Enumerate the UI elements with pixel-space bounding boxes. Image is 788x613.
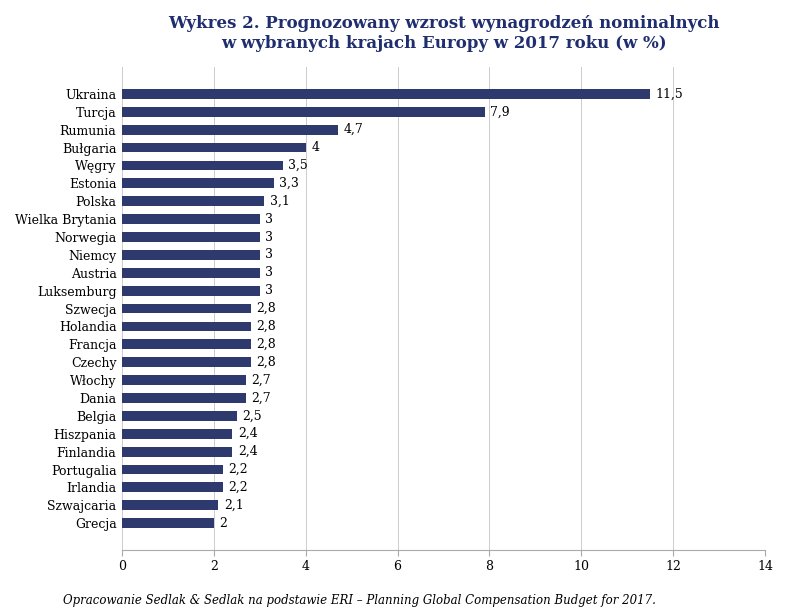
Bar <box>122 268 260 278</box>
Bar <box>122 161 283 170</box>
Text: 2,7: 2,7 <box>251 373 271 387</box>
Text: 3: 3 <box>266 230 273 243</box>
Bar <box>122 89 650 99</box>
Text: 2,8: 2,8 <box>256 320 276 333</box>
Text: 3,3: 3,3 <box>279 177 299 190</box>
Text: 2,4: 2,4 <box>238 445 258 458</box>
Text: 2,8: 2,8 <box>256 338 276 351</box>
Bar <box>122 232 260 242</box>
Text: 3: 3 <box>266 284 273 297</box>
Text: 4: 4 <box>311 141 319 154</box>
Bar <box>122 322 251 332</box>
Text: 2,1: 2,1 <box>224 499 243 512</box>
Bar <box>122 196 265 206</box>
Bar <box>122 429 232 439</box>
Text: 2,8: 2,8 <box>256 356 276 368</box>
Bar <box>122 214 260 224</box>
Bar <box>122 178 273 188</box>
Text: 3,5: 3,5 <box>288 159 308 172</box>
Bar <box>122 447 232 457</box>
Bar <box>122 250 260 260</box>
Bar <box>122 375 246 385</box>
Text: 2,8: 2,8 <box>256 302 276 315</box>
Bar <box>122 393 246 403</box>
Text: 4,7: 4,7 <box>344 123 363 136</box>
Text: Opracowanie Sedlak & Sedlak na podstawie ERI – Planning Global Compensation Budg: Opracowanie Sedlak & Sedlak na podstawie… <box>63 594 656 607</box>
Bar <box>122 340 251 349</box>
Text: 2,4: 2,4 <box>238 427 258 440</box>
Text: 3,1: 3,1 <box>270 195 290 208</box>
Text: 7,9: 7,9 <box>490 105 510 118</box>
Text: 2,5: 2,5 <box>243 409 262 422</box>
Text: 3: 3 <box>266 248 273 261</box>
Bar <box>122 125 338 135</box>
Bar <box>122 357 251 367</box>
Bar <box>122 107 485 116</box>
Bar <box>122 482 223 492</box>
Text: 11,5: 11,5 <box>656 88 683 101</box>
Bar <box>122 500 218 510</box>
Text: 2,2: 2,2 <box>229 481 248 494</box>
Text: 3: 3 <box>266 213 273 226</box>
Bar <box>122 286 260 295</box>
Title: Wykres 2. Prognozowany wzrost wynagrodzeń nominalnych
w wybranych krajach Europy: Wykres 2. Prognozowany wzrost wynagrodze… <box>168 15 719 51</box>
Text: 3: 3 <box>266 266 273 280</box>
Bar <box>122 518 214 528</box>
Text: 2,2: 2,2 <box>229 463 248 476</box>
Text: 2,7: 2,7 <box>251 392 271 405</box>
Bar <box>122 465 223 474</box>
Bar <box>122 303 251 313</box>
Bar <box>122 143 306 153</box>
Bar <box>122 411 237 421</box>
Text: 2: 2 <box>219 517 227 530</box>
